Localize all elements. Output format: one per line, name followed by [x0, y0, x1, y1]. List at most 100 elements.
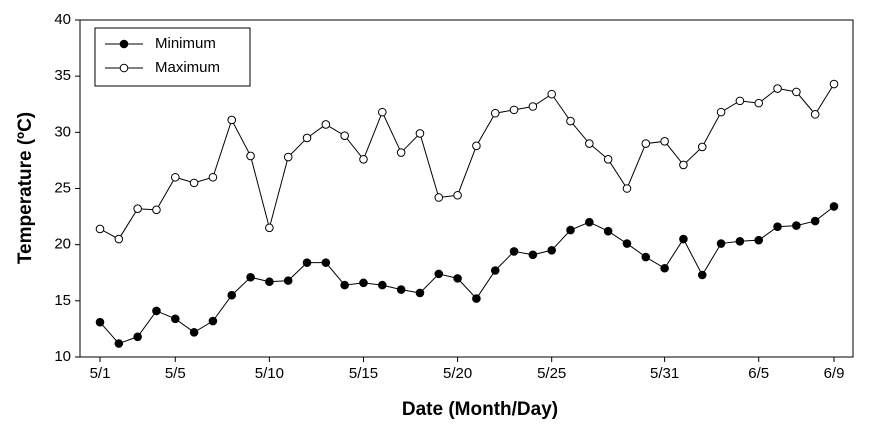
data-point — [227, 290, 237, 300]
data-point — [754, 235, 764, 245]
data-point — [490, 266, 500, 275]
data-point — [133, 204, 142, 214]
data-point — [283, 276, 293, 285]
data-point — [265, 277, 274, 287]
x-tick-label: 5/25 — [537, 365, 566, 382]
data-point — [509, 247, 519, 256]
y-tick-label: 35 — [54, 67, 71, 84]
data-point — [622, 239, 632, 248]
data-point — [396, 285, 406, 294]
data-point — [773, 84, 782, 93]
legend-marker — [119, 63, 129, 73]
data-point — [622, 184, 632, 193]
y-tick-label: 25 — [54, 179, 71, 196]
x-tick-label: 5/15 — [349, 365, 378, 382]
data-point — [265, 223, 274, 233]
data-point — [472, 294, 481, 303]
data-point — [114, 234, 124, 244]
data-point — [603, 154, 613, 164]
x-axis-title: Date (Month/Day) — [402, 399, 558, 420]
x-tick-label: 5/10 — [255, 365, 284, 382]
data-point — [547, 89, 556, 99]
data-point — [528, 102, 538, 111]
data-point — [114, 339, 124, 348]
data-point — [396, 148, 406, 157]
legend-box — [94, 27, 251, 87]
y-tick-label: 40 — [54, 11, 71, 28]
data-point — [246, 151, 255, 161]
y-axis-title: Temperature (ºC) — [15, 112, 36, 264]
y-tick-label: 30 — [54, 123, 71, 140]
data-point — [679, 234, 688, 244]
data-point — [585, 217, 594, 227]
data-point — [792, 221, 801, 230]
data-point — [735, 236, 745, 246]
data-point — [829, 202, 839, 211]
data-point — [641, 139, 651, 148]
data-point — [566, 225, 575, 235]
data-point — [453, 274, 462, 283]
data-point — [509, 105, 519, 115]
x-tick-label: 5/1 — [90, 365, 111, 382]
data-point — [754, 98, 764, 108]
data-point — [359, 154, 368, 164]
data-point — [585, 139, 594, 148]
series-line — [99, 206, 835, 345]
x-tick-label: 5/5 — [165, 365, 186, 382]
data-point — [434, 269, 444, 279]
legend-label: Maximum — [155, 59, 220, 76]
data-point — [810, 110, 820, 119]
x-tick-label: 5/31 — [650, 365, 679, 382]
data-point — [415, 129, 425, 138]
data-point — [152, 306, 161, 316]
data-point — [208, 316, 218, 326]
data-point — [641, 252, 651, 262]
data-point — [660, 263, 669, 273]
y-tick-label: 10 — [54, 348, 71, 365]
series-line — [99, 83, 835, 240]
y-tick-label: 20 — [54, 236, 71, 253]
data-point — [415, 288, 425, 298]
data-point — [697, 142, 707, 152]
data-point — [378, 280, 387, 290]
legend-label: Minimum — [155, 35, 216, 52]
data-point — [679, 160, 688, 170]
data-point — [189, 178, 199, 188]
data-point — [528, 250, 538, 260]
data-point — [773, 222, 782, 231]
data-point — [547, 245, 556, 255]
data-point — [792, 87, 801, 97]
data-point — [170, 314, 180, 324]
data-point — [208, 172, 218, 182]
data-point — [95, 317, 105, 327]
data-point — [283, 152, 293, 162]
data-point — [566, 116, 575, 126]
data-point — [95, 224, 105, 234]
data-point — [133, 332, 142, 342]
data-point — [321, 120, 331, 129]
data-point — [378, 107, 387, 117]
x-tick-label: 6/5 — [748, 365, 769, 382]
data-point — [603, 226, 613, 236]
data-point — [453, 190, 462, 200]
data-point — [302, 258, 312, 267]
data-point — [829, 79, 839, 89]
data-point — [340, 280, 349, 290]
y-tick-label: 15 — [54, 292, 71, 309]
x-tick-label: 6/9 — [824, 365, 845, 382]
data-point — [810, 216, 820, 226]
data-point — [490, 108, 500, 118]
data-point — [716, 107, 726, 117]
data-point — [735, 96, 745, 106]
legend-marker — [119, 39, 129, 49]
data-point — [152, 205, 161, 215]
data-point — [321, 258, 331, 267]
data-point — [716, 239, 726, 248]
data-point — [227, 115, 237, 125]
data-point — [660, 137, 669, 146]
x-tick-label: 5/20 — [443, 365, 472, 382]
data-point — [359, 278, 368, 288]
data-point — [340, 131, 349, 141]
data-point — [697, 270, 707, 280]
